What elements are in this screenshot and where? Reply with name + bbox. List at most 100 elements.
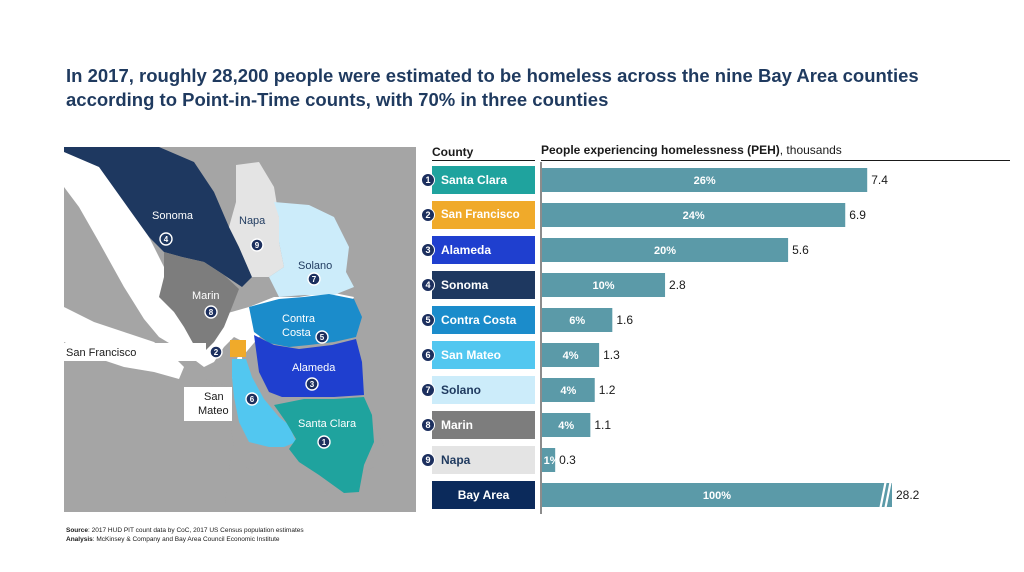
footer-analysis-text: : McKinsey & Company and Bay Area Counci… (92, 536, 280, 543)
svg-text:1: 1 (322, 438, 327, 447)
share-label: 1% (544, 455, 560, 467)
column-header-peh: People experiencing homelessness (PEH), … (541, 143, 842, 157)
county-label-contra-costa: Contra Costa (432, 306, 535, 334)
svg-text:4: 4 (164, 235, 169, 244)
value-label: 28.2 (896, 488, 920, 502)
header-rule-peh (541, 160, 1010, 161)
svg-text:8: 8 (209, 308, 214, 317)
column-header-county: County (432, 145, 474, 159)
bar-contra-costa (542, 308, 613, 332)
value-label: 5.6 (792, 243, 809, 257)
map-county-alameda (254, 335, 364, 397)
map-pin-2: 2 (209, 345, 223, 359)
map-label-san-francisco: San Francisco (66, 347, 136, 359)
rank-badge-6: 6 (421, 348, 435, 362)
footer-source-label: Source (66, 527, 89, 534)
bar-san-francisco (542, 203, 846, 227)
map-pin-4: 4 (159, 232, 173, 246)
axis-break-mark (878, 479, 893, 511)
map-pin-3: 3 (305, 377, 319, 391)
map-label-solano: Solano (298, 260, 332, 272)
share-label: 26% (694, 175, 716, 187)
share-label: 24% (683, 210, 705, 222)
map-county-san-mateo (232, 359, 296, 447)
value-label: 1.6 (616, 313, 633, 327)
map-label-san-mateo-1: San (204, 391, 224, 403)
map-pin-6: 6 (245, 392, 259, 406)
map-county-marin (159, 252, 239, 352)
county-label-san-mateo: San Mateo (432, 341, 535, 369)
share-label: 10% (593, 280, 615, 292)
county-label-marin: Marin (432, 411, 535, 439)
value-label: 1.2 (599, 383, 616, 397)
map-county-contra-costa (249, 294, 362, 347)
bar-bay-area (542, 483, 892, 507)
value-label: 0.3 (559, 453, 576, 467)
value-label: 7.4 (871, 173, 888, 187)
county-label-napa: Napa (432, 446, 535, 474)
value-label: 2.8 (669, 278, 686, 292)
map-label-san-mateo-2: Mateo (198, 405, 229, 417)
map-pin-7: 7 (307, 272, 321, 286)
county-label-san-francisco: San Francisco (432, 201, 535, 229)
footer-analysis-label: Analysis (66, 536, 93, 543)
rank-badge-4: 4 (421, 278, 435, 292)
footer: Source: 2017 HUD PIT count data by CoC, … (66, 526, 304, 544)
bar-marin (542, 413, 591, 437)
footer-source-text: : 2017 HUD PIT count data by CoC, 2017 U… (88, 527, 304, 534)
map-label-napa: Napa (239, 215, 266, 227)
county-label-alameda: Alameda (432, 236, 535, 264)
county-label-bay-area: Bay Area (432, 481, 535, 509)
rank-badge-2: 2 (421, 208, 435, 222)
county-label-sonoma: Sonoma (432, 271, 535, 299)
svg-text:9: 9 (255, 241, 260, 250)
value-label: 6.9 (849, 208, 866, 222)
bar-san-mateo (542, 343, 600, 367)
map-county-san-francisco (230, 340, 246, 357)
share-label: 6% (569, 315, 585, 327)
rank-badge-3: 3 (421, 243, 435, 257)
map-pin-1: 1 (317, 435, 331, 449)
map-label-contra-costa-1: Contra (282, 313, 316, 325)
map-pin-9: 9 (250, 238, 264, 252)
rank-badge-5: 5 (421, 313, 435, 327)
bar-napa (542, 448, 556, 472)
map-label-santa-clara: Santa Clara (298, 418, 357, 430)
svg-text:5: 5 (320, 333, 325, 342)
bay-area-map: Sonoma Napa Solano Marin Contra Costa Al… (64, 147, 416, 512)
svg-text:6: 6 (250, 395, 255, 404)
map-label-contra-costa-2: Costa (282, 327, 312, 339)
rank-badge-7: 7 (421, 383, 435, 397)
value-label: 1.3 (603, 348, 620, 362)
svg-text:3: 3 (310, 380, 315, 389)
bar-alameda (542, 238, 789, 262)
rank-badge-9: 9 (421, 453, 435, 467)
svg-text:2: 2 (214, 348, 219, 357)
bar-sonoma (542, 273, 666, 297)
header-rule-county (432, 160, 535, 161)
share-label: 4% (563, 350, 579, 362)
share-label: 100% (703, 490, 731, 502)
map-label-sonoma: Sonoma (152, 210, 194, 222)
bar-solano (542, 378, 595, 402)
map-pin-8: 8 (204, 305, 218, 319)
rank-badge-1: 1 (421, 173, 435, 187)
column-header-peh-bold: People experiencing homelessness (PEH) (541, 143, 780, 157)
map-label-alameda: Alameda (292, 362, 336, 374)
value-label: 1.1 (594, 418, 611, 432)
share-label: 4% (560, 385, 576, 397)
county-label-santa-clara: Santa Clara (432, 166, 535, 194)
map-label-marin: Marin (192, 290, 220, 302)
column-header-peh-unit: , thousands (779, 143, 842, 157)
map-county-napa (229, 162, 284, 277)
bar-santa-clara (542, 168, 868, 192)
map-county-solano (269, 202, 354, 297)
rank-badge-8: 8 (421, 418, 435, 432)
map-pin-5: 5 (315, 330, 329, 344)
map-county-sonoma (64, 147, 252, 287)
svg-text:7: 7 (312, 275, 317, 284)
share-label: 4% (558, 420, 574, 432)
page-title: In 2017, roughly 28,200 people were esti… (66, 65, 919, 110)
county-label-solano: Solano (432, 376, 535, 404)
share-label: 20% (654, 245, 676, 257)
